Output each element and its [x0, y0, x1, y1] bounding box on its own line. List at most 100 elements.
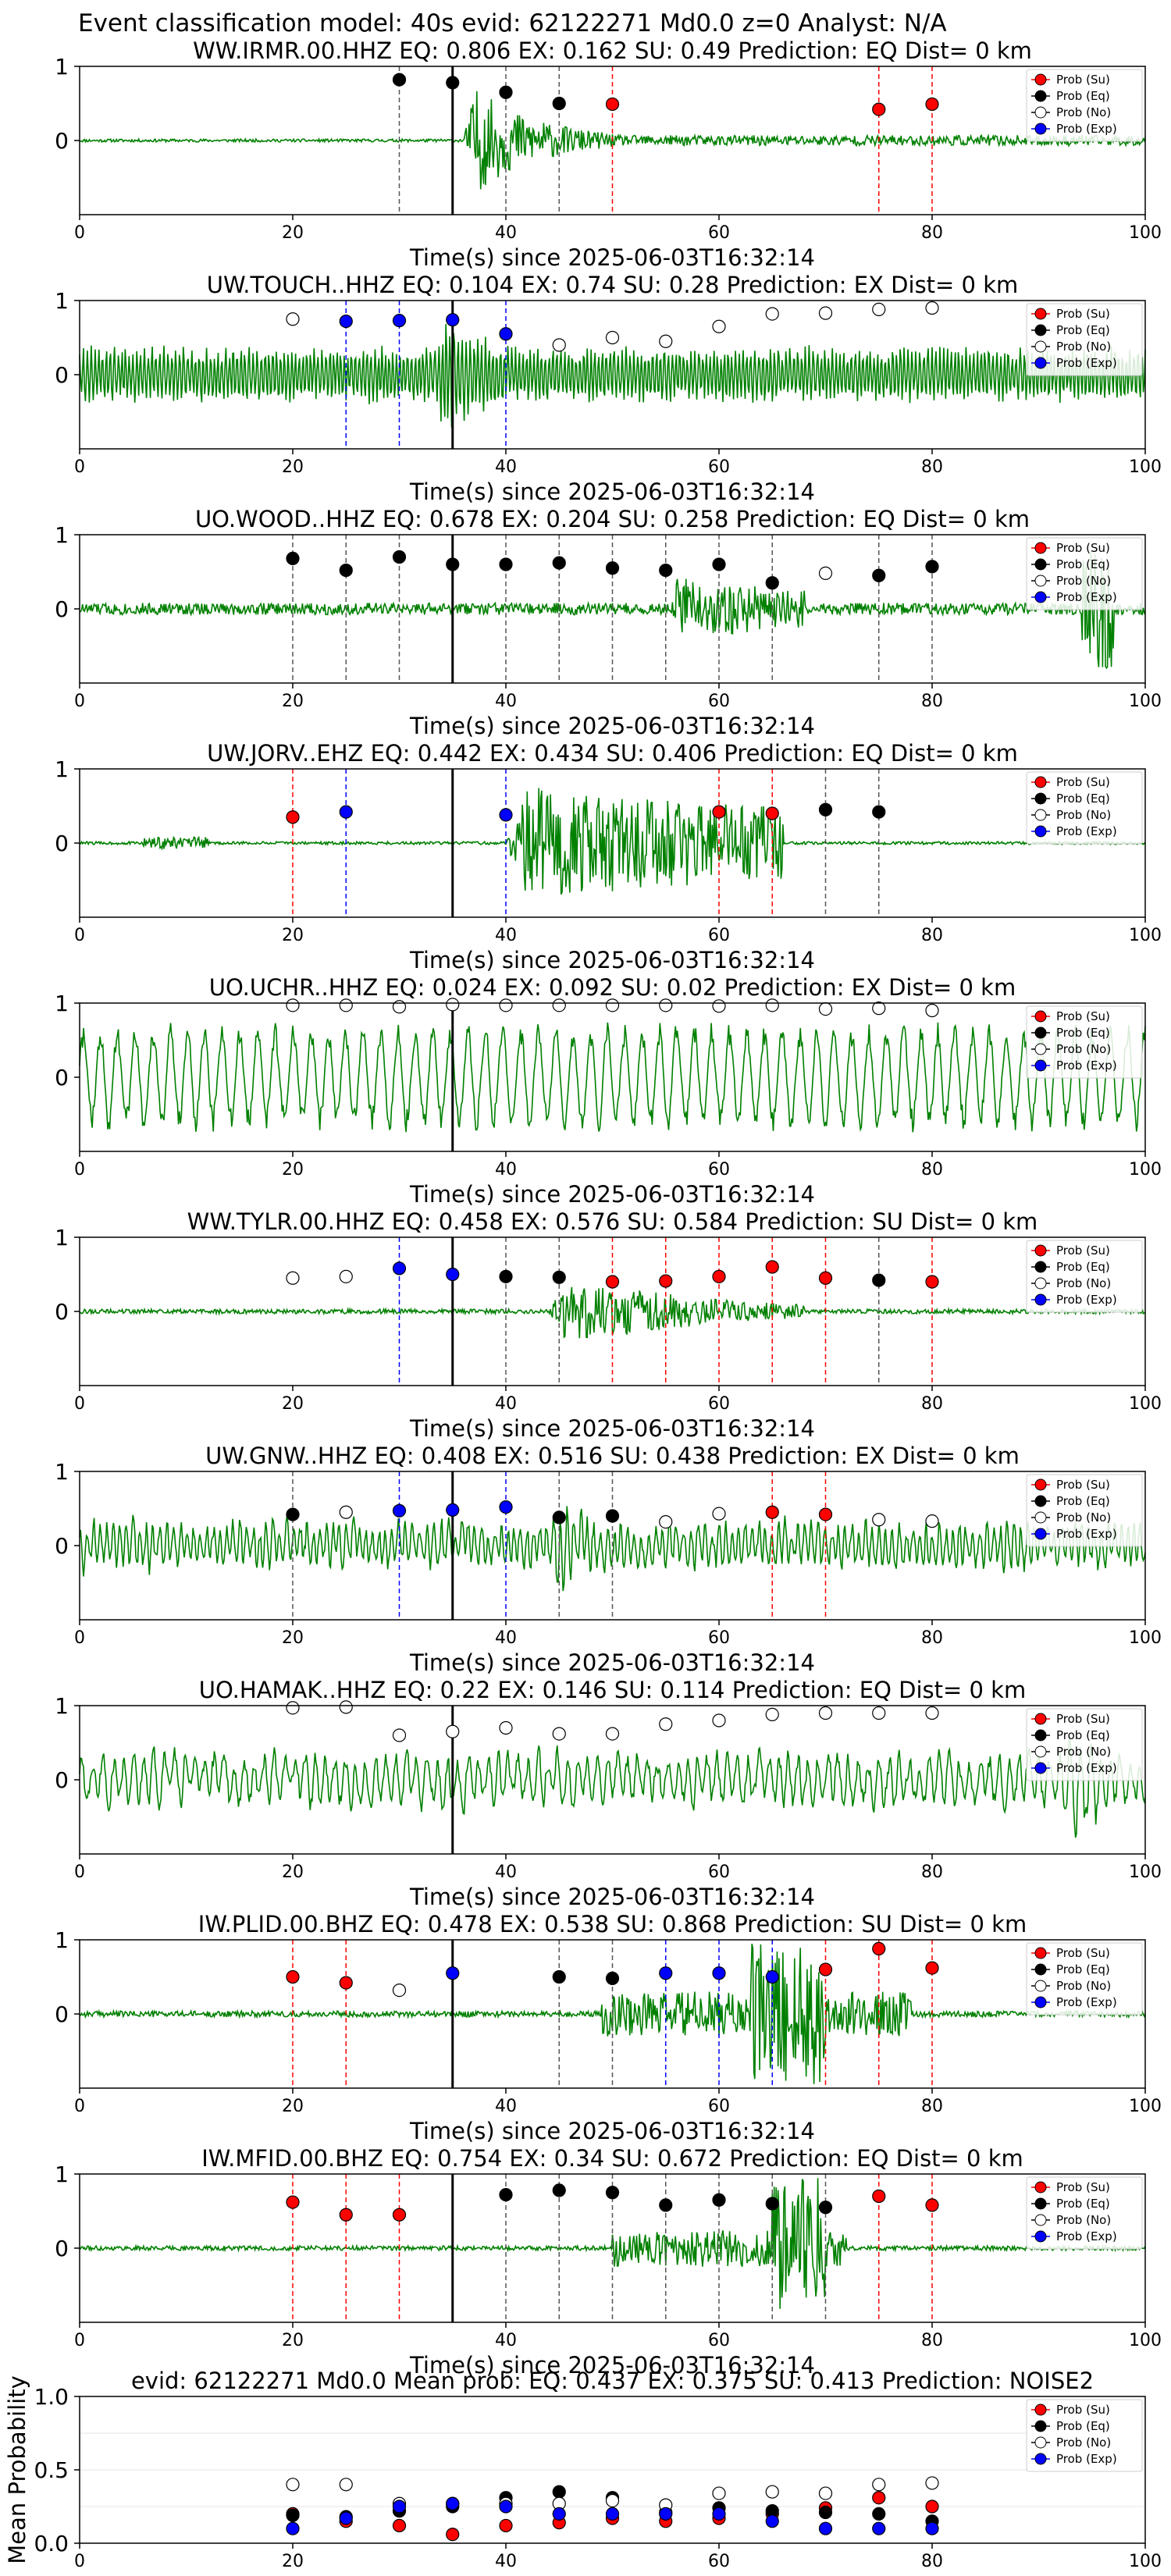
legend-swatch-marker — [1034, 1713, 1047, 1725]
panel-title: IW.MFID.00.BHZ EQ: 0.754 EX: 0.34 SU: 0.… — [201, 2145, 1023, 2172]
prob-point-eq — [286, 1507, 300, 1521]
legend-label: Prob (Exp) — [1056, 122, 1117, 136]
prob-point-su — [872, 1941, 886, 1955]
legend-label: Prob (Su) — [1056, 1009, 1110, 1023]
prob-point-no — [392, 1000, 407, 1014]
chart-panel-8: UO.HAMAK..HHZ EQ: 0.22 EX: 0.146 SU: 0.1… — [55, 1677, 1162, 1910]
legend-box — [1026, 69, 1143, 142]
prob-point-eq — [392, 73, 407, 87]
mean-point-exp — [552, 2507, 566, 2521]
prob-point-su — [712, 805, 726, 819]
legend-swatch-marker — [1034, 1010, 1047, 1023]
prob-point-eq — [818, 2201, 833, 2215]
x-tick-label: 0 — [74, 2552, 85, 2571]
prob-point-no — [818, 1002, 833, 1016]
x-tick-label: 0 — [74, 1160, 85, 1179]
y-tick-label: 0 — [55, 1065, 69, 1091]
x-tick-label: 60 — [708, 2552, 730, 2571]
legend-label: Prob (No) — [1056, 1042, 1111, 1056]
prob-point-eq — [605, 1509, 620, 1523]
x-tick-label: 80 — [921, 1394, 943, 1414]
x-tick-label: 80 — [921, 2097, 943, 2116]
legend-label: Prob (Eq) — [1056, 1026, 1110, 1040]
x-axis-label: Time(s) since 2025-06-03T16:32:14 — [409, 2352, 815, 2379]
waveform-trace — [79, 91, 1146, 190]
x-axis-label: Time(s) since 2025-06-03T16:32:14 — [409, 479, 815, 505]
x-tick-label: 60 — [708, 692, 730, 711]
prob-point-su — [818, 1507, 833, 1521]
prob-point-su — [286, 810, 300, 824]
prob-point-exp — [392, 1503, 407, 1517]
x-tick-label: 20 — [282, 1394, 304, 1414]
x-tick-label: 20 — [282, 926, 304, 945]
x-tick-label: 20 — [282, 457, 304, 477]
legend-label: Prob (No) — [1056, 1276, 1111, 1290]
x-tick-label: 20 — [282, 2331, 304, 2350]
prob-point-eq — [605, 2186, 620, 2200]
chart-panel-9: IW.PLID.00.BHZ EQ: 0.478 EX: 0.538 SU: 0… — [55, 1911, 1162, 2144]
chart-panel-5: UO.UCHR..HHZ EQ: 0.024 EX: 0.092 SU: 0.0… — [55, 974, 1162, 1208]
prob-point-eq — [552, 2183, 566, 2197]
mean-point-exp — [872, 2521, 886, 2535]
prob-point-no — [765, 1707, 779, 1721]
x-tick-label: 20 — [282, 2552, 304, 2571]
prob-point-no — [659, 998, 673, 1012]
panel-title: UW.TOUCH..HHZ EQ: 0.104 EX: 0.74 SU: 0.2… — [207, 272, 1019, 298]
chart-panel-1: WW.IRMR.00.HHZ EQ: 0.806 EX: 0.162 SU: 0… — [55, 37, 1162, 271]
prob-point-eq — [925, 560, 939, 574]
prob-point-eq — [392, 550, 407, 564]
prob-point-no — [446, 1724, 460, 1738]
legend-swatch-marker — [1034, 776, 1047, 788]
y-tick-label: 1 — [55, 1225, 69, 1251]
y-tick-label: 0 — [55, 362, 69, 388]
x-tick-label: 0 — [74, 2331, 85, 2350]
x-tick-label: 20 — [282, 223, 304, 243]
legend: Prob (Su) Prob (Eq) Prob (No) Prob (Exp) — [1026, 1942, 1143, 2016]
legend-swatch-marker — [1034, 575, 1047, 587]
panel-title: WW.TYLR.00.HHZ EQ: 0.458 EX: 0.576 SU: 0… — [187, 1208, 1038, 1235]
x-tick-label: 40 — [495, 692, 517, 711]
panel-title: evid: 62122271 Md0.0 Mean prob: EQ: 0.43… — [131, 2368, 1094, 2394]
x-tick-label: 40 — [495, 1160, 517, 1179]
legend-swatch-marker — [1034, 340, 1047, 353]
prob-point-eq — [659, 2198, 673, 2212]
legend-swatch-marker — [1034, 792, 1047, 805]
prob-point-su — [605, 97, 620, 112]
mean-point-no — [339, 2478, 353, 2492]
y-tick-label: 0.5 — [34, 2457, 69, 2483]
legend-label: Prob (Exp) — [1056, 1527, 1117, 1541]
legend-label: Prob (Eq) — [1056, 1728, 1110, 1742]
x-tick-label: 60 — [708, 2097, 730, 2116]
legend-label: Prob (Exp) — [1056, 1059, 1117, 1073]
figure-suptitle: Event classification model: 40s evid: 62… — [78, 9, 947, 37]
x-tick-label: 60 — [708, 1394, 730, 1414]
prob-point-su — [339, 2208, 353, 2222]
legend-label: Prob (Su) — [1056, 307, 1110, 321]
chart-panel-4: UW.JORV..EHZ EQ: 0.442 EX: 0.434 SU: 0.4… — [55, 740, 1162, 973]
legend-label: Prob (Exp) — [1056, 2452, 1117, 2466]
legend-label: Prob (Exp) — [1056, 824, 1117, 838]
x-tick-label: 60 — [708, 2331, 730, 2350]
x-tick-label: 60 — [708, 1863, 730, 1882]
x-tick-label: 60 — [708, 223, 730, 243]
legend-swatch-marker — [1034, 1996, 1047, 2008]
x-tick-label: 20 — [282, 2097, 304, 2116]
prob-point-eq — [499, 557, 513, 571]
mean-point-no — [765, 2485, 779, 2499]
legend: Prob (Su) Prob (Eq) Prob (No) Prob (Exp) — [1026, 1240, 1143, 1313]
prob-point-exp — [392, 1261, 407, 1276]
prob-point-su — [925, 1275, 939, 1289]
legend-box — [1026, 1708, 1143, 1781]
prob-point-su — [925, 97, 939, 112]
prob-point-exp — [339, 315, 353, 329]
prob-point-no — [659, 334, 673, 348]
mean-point-exp — [925, 2521, 939, 2535]
legend-box — [1026, 2399, 1143, 2472]
prob-point-exp — [712, 1966, 726, 1980]
mean-point-su — [499, 2518, 513, 2533]
legend-swatch-marker — [1034, 1963, 1047, 1976]
x-tick-label: 60 — [708, 457, 730, 477]
legend-label: Prob (Su) — [1056, 1478, 1110, 1492]
legend-label: Prob (No) — [1056, 808, 1111, 822]
mean-point-no — [605, 2493, 620, 2508]
